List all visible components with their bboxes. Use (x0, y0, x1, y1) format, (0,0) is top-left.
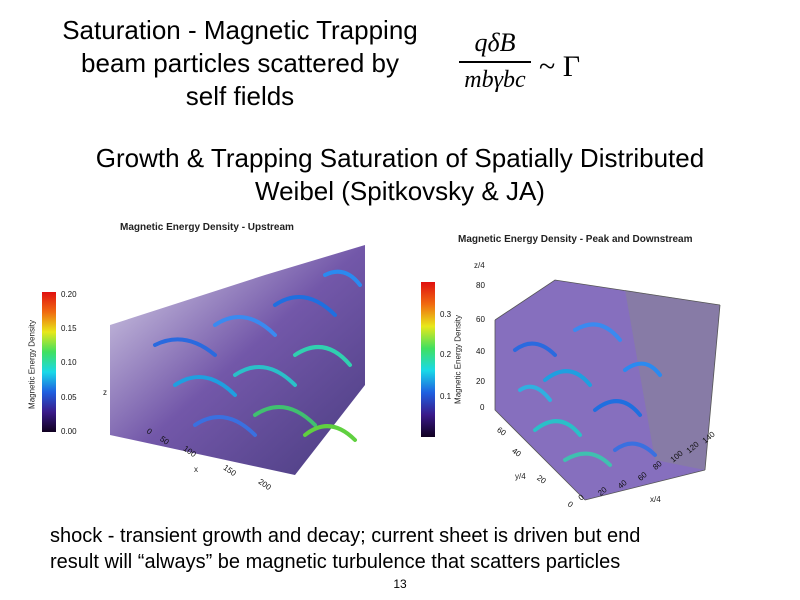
title-line: beam particles scattered by (81, 48, 399, 78)
left-panel-title: Magnetic Energy Density - Upstream (120, 222, 294, 233)
z-axis-label: z (103, 388, 107, 397)
page-number: 13 (393, 577, 407, 591)
formula-denominator: mbγbc (464, 66, 526, 93)
formula-fraction: qδB mbγbc (455, 28, 535, 94)
saturation-formula: qδB mbγbc ~ Γ (455, 28, 595, 102)
footer-line: shock - transient growth and decay; curr… (50, 525, 641, 547)
subtitle-line: Growth & Trapping Saturation of Spatiall… (95, 143, 705, 173)
formula-numerator: qδB (474, 28, 516, 57)
z-axis-label: z/4 (474, 261, 485, 270)
right-panel-title: Magnetic Energy Density - Peak and Downs… (458, 234, 693, 245)
colorbar-tick: 0.05 (61, 393, 77, 402)
z-tick: 80 (476, 281, 485, 290)
left-volume-render (110, 245, 365, 475)
colorbar-label: Magnetic Energy Density (27, 320, 37, 409)
footer-line: result will “always” be magnetic turbule… (50, 551, 621, 573)
colorbar-tick: 0.15 (61, 324, 77, 333)
formula-relation: ~ Γ (539, 50, 581, 83)
colorbar-tick: 0.1 (440, 392, 452, 401)
z-tick: 40 (476, 347, 485, 356)
colorbar-tick: 0.20 (61, 290, 77, 299)
title-line: Saturation - Magnetic Trapping (62, 15, 418, 45)
subtitle-line: Weibel (Spitkovsky & JA) (255, 176, 545, 206)
colorbar-tick: 0.00 (61, 427, 77, 436)
fraction-bar (459, 61, 531, 63)
z-tick: 60 (476, 315, 485, 324)
z-tick: 0 (480, 403, 485, 412)
left-colorbar (42, 292, 56, 432)
colorbar-label: Magnetic Energy Density (453, 315, 463, 404)
colorbar-tick: 0.3 (440, 310, 452, 319)
z-tick: 20 (476, 377, 485, 386)
y-axis-label: y/4 (515, 472, 526, 481)
slide-title: Saturation - Magnetic Trapping beam part… (20, 14, 460, 113)
title-line: self fields (185, 81, 295, 111)
colorbar-tick: 0.2 (440, 350, 452, 359)
x-axis-label: x/4 (650, 495, 661, 504)
colorbar-tick: 0.10 (61, 358, 77, 367)
slide-footer-text: shock - transient growth and decay; curr… (50, 523, 780, 575)
slide-subtitle: Growth & Trapping Saturation of Spatiall… (0, 142, 800, 208)
right-volume-render (494, 279, 721, 501)
x-axis-label: x (194, 465, 198, 474)
right-colorbar (421, 282, 435, 437)
